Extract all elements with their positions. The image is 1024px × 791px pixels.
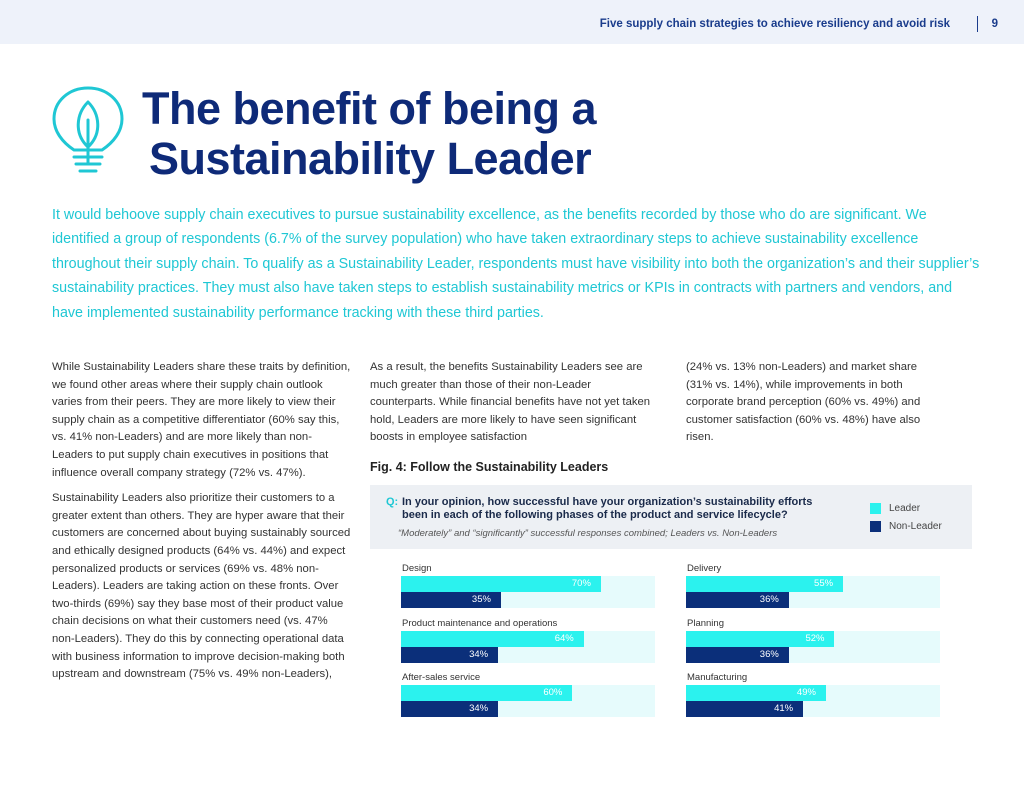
chart-bar-track: 34% bbox=[401, 647, 655, 663]
chart-category-label: Product maintenance and operations bbox=[402, 618, 558, 629]
legend-swatch-leader bbox=[870, 503, 881, 514]
question-subtitle: “Moderately” and “significantly” success… bbox=[398, 528, 778, 539]
page-title: The benefit of being a Sustainability Le… bbox=[142, 83, 597, 184]
chart-category-label: Planning bbox=[687, 618, 724, 629]
chart-bar-track: 36% bbox=[686, 592, 940, 608]
chart-bar-track: 36% bbox=[686, 647, 940, 663]
chart-bar-non-leader: 36% bbox=[686, 592, 789, 608]
question-label: Q: bbox=[386, 496, 399, 508]
chart-bar-track: 35% bbox=[401, 592, 655, 608]
chart-bar-non-leader: 41% bbox=[686, 701, 804, 717]
body-paragraph: As a result, the benefits Sustainability… bbox=[370, 361, 651, 444]
chart-panel: After-sales service 60% 34% bbox=[401, 672, 655, 726]
header-divider bbox=[977, 16, 978, 32]
figure-title: Fig. 4: Follow the Sustainability Leader… bbox=[370, 460, 609, 474]
chart-value-label: 34% bbox=[469, 649, 489, 660]
chart-bar-track: 34% bbox=[401, 701, 655, 717]
chart-bar-leader: 64% bbox=[401, 631, 584, 647]
chart-bar-leader: 70% bbox=[401, 576, 601, 592]
body-column-2: As a result, the benefits Sustainability… bbox=[370, 359, 660, 455]
body-paragraph: While Sustainability Leaders share these… bbox=[52, 361, 351, 479]
chart-bar-non-leader: 36% bbox=[686, 647, 789, 663]
chart-bar-leader: 52% bbox=[686, 631, 835, 647]
chart-bar-non-leader: 35% bbox=[401, 592, 501, 608]
lead-paragraph: It would behoove supply chain executives… bbox=[52, 207, 980, 321]
body-column-3: (24% vs. 13% non-Leaders) and market sha… bbox=[686, 359, 946, 455]
body-paragraph: Sustainability Leaders also prioritize t… bbox=[52, 492, 351, 681]
lightbulb-leaf-icon bbox=[50, 84, 126, 182]
chart-value-label: 35% bbox=[471, 594, 491, 605]
header-bar: Five supply chain strategies to achieve … bbox=[0, 0, 1024, 44]
body-column-1: While Sustainability Leaders share these… bbox=[52, 359, 352, 692]
legend-label-leader: Leader bbox=[889, 503, 921, 514]
chart-bar-non-leader: 34% bbox=[401, 701, 499, 717]
chart-panel: Design 70% 35% bbox=[401, 563, 655, 617]
chart-category-label: Delivery bbox=[687, 563, 722, 574]
chart-bar-non-leader: 34% bbox=[401, 647, 499, 663]
page-title-line1: The benefit of being a bbox=[142, 83, 597, 134]
page-number: 9 bbox=[991, 18, 998, 30]
chart-bar-track: 41% bbox=[686, 701, 940, 717]
chart-bar-leader: 60% bbox=[401, 685, 573, 701]
legend-swatch-non-leader bbox=[870, 521, 881, 532]
question-box: Q: In your opinion, how successful have … bbox=[370, 485, 972, 549]
chart-value-label: 36% bbox=[759, 594, 779, 605]
chart-bar-track: 70% bbox=[401, 576, 655, 592]
chart-value-label: 41% bbox=[774, 703, 794, 714]
chart-value-label: 34% bbox=[469, 703, 489, 714]
legend-leader: Leader bbox=[870, 503, 920, 514]
body-paragraph: (24% vs. 13% non-Leaders) and market sha… bbox=[686, 361, 921, 444]
chart-value-label: 64% bbox=[554, 633, 574, 644]
chart-bar-track: 64% bbox=[401, 631, 655, 647]
chart-value-label: 55% bbox=[814, 578, 834, 589]
chart-bar-track: 49% bbox=[686, 685, 940, 701]
chart-panel: Product maintenance and operations 64% 34% bbox=[401, 618, 655, 672]
chart-panel: Delivery 55% 36% bbox=[686, 563, 940, 617]
chart-value-label: 36% bbox=[759, 649, 779, 660]
question-text: In your opinion, how successful have you… bbox=[402, 496, 813, 521]
chart-bar-track: 60% bbox=[401, 685, 655, 701]
chart-panel: Manufacturing 49% 41% bbox=[686, 672, 940, 726]
chart-bar-leader: 55% bbox=[686, 576, 844, 592]
page-title-line2: Sustainability Leader bbox=[149, 133, 592, 184]
chart-category-label: Manufacturing bbox=[687, 672, 748, 683]
legend-label-non-leader: Non-Leader bbox=[889, 521, 942, 532]
chart-bar-leader: 49% bbox=[686, 685, 826, 701]
chart-value-label: 60% bbox=[543, 687, 563, 698]
chart-bar-track: 55% bbox=[686, 576, 940, 592]
chart-value-label: 70% bbox=[571, 578, 591, 589]
chart-value-label: 52% bbox=[805, 633, 825, 644]
header-title: Five supply chain strategies to achieve … bbox=[599, 18, 950, 30]
chart-value-label: 49% bbox=[796, 687, 816, 698]
legend-non-leader: Non-Leader bbox=[870, 521, 942, 532]
chart-category-label: Design bbox=[402, 563, 432, 574]
chart-panel: Planning 52% 36% bbox=[686, 618, 940, 672]
chart-category-label: After-sales service bbox=[402, 672, 481, 683]
chart-bar-track: 52% bbox=[686, 631, 940, 647]
